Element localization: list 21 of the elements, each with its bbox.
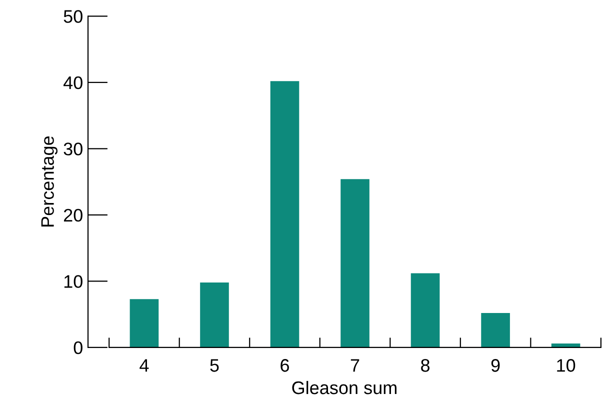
bar	[481, 312, 510, 348]
y-tick-label: 40	[63, 76, 82, 90]
bar	[410, 273, 440, 348]
y-tick-label: 20	[64, 208, 82, 222]
x-tick-label: 8	[421, 359, 430, 372]
y-tick-label: 0	[74, 341, 82, 354]
bar	[340, 179, 370, 348]
x-tick-label: 6	[280, 359, 289, 372]
x-tick-label: 9	[491, 359, 500, 372]
y-tick-label: 50	[64, 10, 82, 23]
y-tick-label: 30	[64, 142, 82, 156]
x-tick-label: 5	[210, 359, 219, 372]
x-tick-label: 4	[140, 359, 149, 372]
x-tick-label: 10	[557, 359, 576, 372]
bar	[200, 282, 229, 348]
x-axis-title: Gleason sum	[292, 380, 396, 394]
bar	[270, 81, 300, 348]
y-axis-title: Percentage	[41, 136, 58, 226]
x-tick-label: 7	[350, 359, 360, 372]
bar	[130, 299, 159, 348]
y-tick-label: 10	[64, 275, 82, 288]
